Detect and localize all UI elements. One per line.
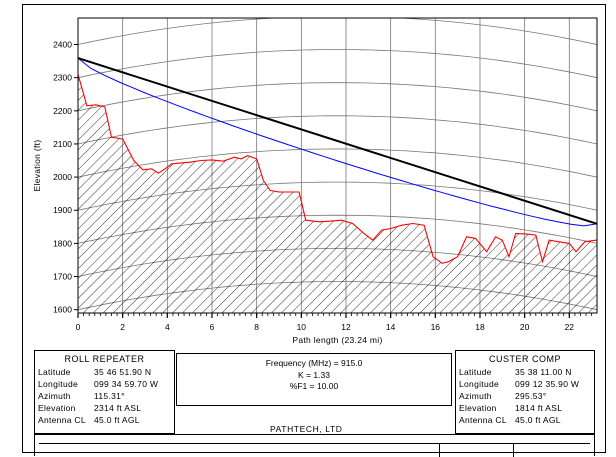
plot-border (77, 17, 598, 314)
earth-curve-line (78, 115, 597, 145)
site-field-row: Azimuth 295.53° (456, 390, 594, 402)
y-tick-label: 1600 (53, 305, 72, 315)
site-field-label: Azimuth (38, 391, 71, 401)
path-profile-chart: 1600 1700 1800 1900 2000 2100 2200 2300 2400 0 2 4 6… (32, 0, 598, 345)
x-tick-label: 16 (431, 322, 441, 332)
site-field-row: Elevation 1814 ft ASL (456, 402, 594, 414)
x-tick-label: 0 (76, 322, 81, 332)
fresnel-percent-text: %F1 = 10.00 (289, 381, 339, 391)
y-tick-label: 2000 (53, 172, 72, 182)
right-site-fields: Latitude 35 38 11.00 N Longitude 099 12 35.… (456, 366, 594, 426)
earth-curve-line (78, 148, 597, 178)
left-site-fields: Latitude 35 46 51.90 N Longitude 099 34 59.… (35, 366, 174, 426)
x-tick-label: 10 (297, 322, 307, 332)
terrain-fill (78, 74, 597, 313)
site-field-value: 45.0 ft AGL (515, 415, 561, 425)
fresnel-line (77, 57, 598, 227)
earth-curve-line (78, 49, 597, 79)
earth-curve-line (78, 18, 597, 45)
site-field-value: 1814 ft ASL (515, 403, 563, 413)
x-tick-label: 12 (341, 322, 351, 332)
site-field-row: Longitude 099 12 35.90 W (456, 378, 594, 390)
site-field-label: Azimuth (459, 391, 492, 401)
earth-curve-line (78, 82, 597, 112)
k-factor-text: K = 1.33 (298, 369, 330, 380)
x-tick-label: 20 (520, 322, 530, 332)
site-field-label: Longitude (38, 379, 79, 389)
site-field-value: 115.31° (94, 391, 125, 401)
site-field-label: Latitude (38, 367, 71, 377)
notes-column-divider (513, 443, 514, 457)
site-field-value: 35 46 51.90 N (94, 367, 152, 377)
x-tick-label: 22 (565, 322, 575, 332)
frequency-text: Frequency (MHz) = 915.0 (265, 358, 363, 368)
site-field-row: Azimuth 115.31° (35, 390, 174, 402)
site-field-value: 295.53° (515, 391, 547, 401)
company-name: PATHTECH, LTD (270, 424, 343, 434)
right-site-box: CUSTER COMP Latitude 35 38 11.00 N Longitu… (455, 350, 595, 434)
site-field-value: 45.0 ft AGL (94, 415, 140, 425)
site-field-value: 2314 ft ASL (94, 403, 142, 413)
y-tick-label: 2400 (53, 40, 72, 50)
site-field-value: 35 38 11.00 N (515, 367, 572, 377)
x-axis-label: Path length (23.24 mi) (292, 335, 382, 345)
x-tick-label: 6 (210, 322, 215, 332)
y-axis-label: Elevation (ft) (32, 140, 42, 192)
site-field-label: Antenna CL (459, 415, 507, 425)
left-site-name: ROLL REPEATER (64, 354, 145, 364)
site-field-row: Elevation 2314 ft ASL (35, 402, 174, 414)
left-site-box: ROLL REPEATER Latitude 35 46 51.90 N Longi… (34, 350, 175, 434)
axes (77, 17, 598, 314)
x-tick-label: 2 (120, 322, 125, 332)
site-field-value: 099 34 59.70 W (94, 379, 159, 389)
y-tick-label: 1900 (53, 205, 72, 215)
x-tick-label: 4 (165, 322, 170, 332)
y-tick-label: 1800 (53, 238, 72, 248)
terrain-profile-line (77, 74, 598, 264)
notes-divider (39, 443, 590, 444)
site-field-label: Latitude (459, 367, 492, 377)
x-tick-label: 8 (254, 322, 259, 332)
tick-labels: 1600 1700 1800 1900 2000 2100 2200 2300 2400 0 2 4 6… (53, 40, 593, 332)
right-site-name: CUSTER COMP (488, 354, 561, 364)
parameters-box: Frequency (MHz) = 915.0 K = 1.33 %F1 = 1… (176, 353, 452, 406)
y-tick-label: 2100 (53, 139, 72, 149)
site-field-row: Latitude 35 46 51.90 N (35, 366, 174, 378)
y-tick-label: 1700 (53, 272, 72, 282)
notes-column-divider (439, 443, 440, 457)
earth-curve-line (78, 0, 597, 11)
terrain (77, 74, 598, 313)
path-lines (77, 57, 598, 227)
site-field-row: Antenna CL 45.0 ft AGL (35, 414, 174, 426)
site-field-label: Longitude (459, 379, 500, 389)
site-field-row: Latitude 35 38 11.00 N (456, 366, 594, 378)
y-tick-label: 2200 (53, 106, 72, 116)
site-field-label: Elevation (459, 403, 497, 413)
site-field-label: Antenna CL (38, 415, 86, 425)
site-field-row: Longitude 099 34 59.70 W (35, 378, 174, 390)
x-tick-label: 18 (475, 322, 485, 332)
site-field-row: Antenna CL 45.0 ft AGL (456, 414, 594, 426)
y-tick-label: 2300 (53, 73, 72, 83)
line-of-sight (77, 57, 598, 225)
notes-box (34, 434, 595, 457)
site-field-value: 099 12 35.90 W (515, 379, 580, 389)
x-tick-label: 14 (386, 322, 396, 332)
site-field-label: Elevation (38, 403, 76, 413)
